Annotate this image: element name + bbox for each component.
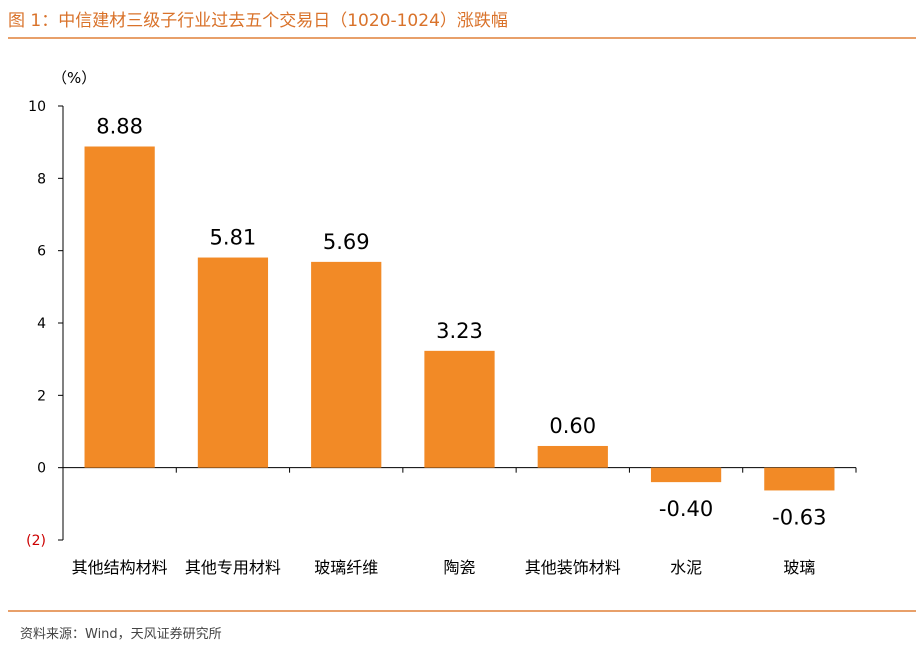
data-label-7: -0.63 (772, 505, 826, 529)
top-divider (8, 37, 916, 39)
data-label-4: 3.23 (436, 319, 483, 343)
bar-4 (424, 350, 495, 468)
bar-2 (197, 257, 269, 468)
data-label-6: -0.40 (659, 497, 713, 521)
y-tick-label: 2 (37, 388, 46, 404)
y-tick-label: (2) (26, 533, 46, 549)
figure-source: 资料来源：Wind，天风证券研究所 (20, 627, 222, 642)
y-tick-label: 4 (37, 316, 46, 332)
y-tick-label: 10 (28, 99, 46, 115)
bar-chart: （%） 10 8 6 4 2 0 (2) 8.88 其他结构材料 5.81 其他专用材料 5.69 玻璃纤… (26, 69, 857, 577)
figure-title: 图 1：中信建材三级子行业过去五个交易日（1020-1024）涨跌幅 (8, 11, 508, 31)
data-label-5: 0.60 (549, 414, 596, 438)
data-label-3: 5.69 (323, 230, 370, 254)
bar-6 (650, 467, 722, 483)
bottom-divider (8, 610, 916, 612)
bar-7 (764, 467, 835, 491)
category-label-7: 玻璃 (783, 558, 815, 577)
y-tick-label: 0 (37, 461, 46, 477)
data-label-2: 5.81 (210, 226, 257, 250)
bar-5 (537, 445, 608, 468)
category-label-1: 其他结构材料 (72, 558, 168, 577)
category-label-6: 水泥 (670, 558, 702, 577)
y-tick-label: 8 (37, 171, 46, 187)
category-label-3: 玻璃纤维 (314, 558, 378, 577)
category-label-5: 其他装饰材料 (525, 558, 621, 577)
bar-1 (84, 146, 155, 468)
y-tick-label: 6 (37, 244, 46, 260)
bar-3 (311, 261, 382, 468)
category-label-2: 其他专用材料 (185, 558, 281, 577)
y-unit-label: （%） (52, 69, 96, 87)
data-label-1: 8.88 (96, 115, 143, 139)
category-label-4: 陶瓷 (443, 558, 475, 577)
